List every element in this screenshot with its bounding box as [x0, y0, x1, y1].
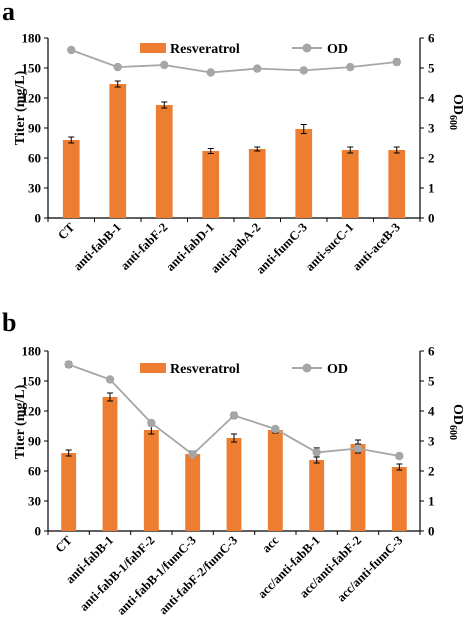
panel-b-y2-tick-label: 5 — [428, 374, 435, 389]
panel-b-od-point — [353, 444, 363, 453]
panel-a-y-tick-label: 60 — [28, 151, 41, 166]
panel-b-y2-tick-label: 2 — [428, 464, 435, 479]
panel-b-y2-tick-label: 4 — [428, 404, 435, 419]
panel-a-od-point — [67, 45, 76, 55]
panel-b-bar — [267, 430, 283, 531]
panel-b-od-point — [271, 424, 280, 434]
panel-a-category-label: CT — [55, 220, 78, 243]
panel-a-y-axis-title: Titer (mg/L) — [13, 70, 28, 145]
panel-a-bar — [202, 151, 220, 218]
panel-b-bar — [185, 454, 201, 531]
panel-a-od-point — [392, 57, 401, 67]
panel-a-category-label: anti-fabB-1 — [71, 220, 124, 273]
panel-a-od-point — [346, 62, 355, 72]
panel-b-bar — [350, 444, 366, 531]
panel-b-od-point — [188, 450, 197, 459]
panel-a-y-tick-label: 180 — [22, 31, 42, 46]
panel-a-od-line — [70, 49, 397, 74]
panel-b-y-tick-label: 180 — [22, 344, 42, 359]
panel-b-od-point — [395, 451, 404, 461]
panel-b-bar — [102, 397, 118, 531]
panel-a-category-label: anti-sucC-1 — [303, 220, 357, 274]
panel-b: b Titer (mg/L) OD600 Resveratrol OD 0306… — [2, 308, 465, 618]
panel-b-y-tick-label: 90 — [28, 434, 41, 449]
panel-b-category-label: CT — [53, 533, 76, 556]
panel-a-y-tick-label: 150 — [22, 61, 42, 76]
panel-b-od-point — [147, 418, 156, 428]
panel-a: a Titer (mg/L) OD600 Resveratrol OD 0306… — [2, 0, 465, 277]
panel-b-y-tick-label: 150 — [22, 374, 42, 389]
panel-a-bar — [295, 129, 313, 218]
panel-a-legend-resveratrol: Resveratrol — [170, 42, 240, 57]
panel-b-y-axis-title: Titer (mg/L) — [13, 384, 28, 459]
panel-a-od-point — [113, 62, 122, 72]
panel-b-bar — [61, 453, 77, 531]
panel-a-letter: a — [2, 0, 15, 26]
panel-b-category-label: anti-fabB-1/fumC-3 — [114, 533, 199, 618]
panel-a-category-label: anti-fabF-2 — [118, 220, 171, 273]
panel-b-y2-sub: 600 — [447, 425, 458, 440]
panel-a-y-tick-label: 90 — [28, 121, 41, 136]
panel-b-category-label: acc — [259, 533, 281, 555]
panel-b-y2-tick-label: 0 — [428, 524, 435, 539]
panel-a-legend-bar-swatch — [140, 43, 166, 53]
panel-a-y2-tick-label: 0 — [428, 211, 435, 226]
panel-b-y-tick-label: 30 — [28, 494, 41, 509]
panel-a-bar — [341, 150, 359, 218]
panel-a-y2-tick-label: 3 — [428, 121, 435, 136]
panel-a-od-point — [160, 60, 169, 70]
panel-a-y2-sub: 600 — [447, 115, 458, 130]
panel-a-bar — [155, 105, 173, 218]
panel-a-legend-marker — [302, 43, 312, 53]
panel-a-bar — [388, 150, 406, 218]
panel-a-od-point — [299, 66, 308, 75]
panel-b-y2-axis-title: OD600 — [447, 404, 465, 440]
panel-a-y-tick-label: 30 — [28, 181, 41, 196]
panel-b-legend-bar-swatch — [140, 363, 166, 373]
panel-b-legend-resveratrol: Resveratrol — [170, 362, 240, 377]
panel-a-y2-tick-label: 5 — [428, 61, 435, 76]
panel-a-y2-tick-label: 1 — [428, 181, 435, 196]
panel-b-bar — [226, 438, 242, 531]
panel-b-y-tick-label: 60 — [28, 464, 41, 479]
panel-a-bar — [62, 140, 80, 218]
panel-a-od-point — [206, 68, 215, 77]
panel-a-y2-tick-label: 4 — [428, 91, 435, 106]
panel-a-y-tick-label: 120 — [22, 91, 42, 106]
panel-b-od-point — [312, 448, 321, 457]
panel-b-od-point — [64, 360, 73, 369]
panel-b-y2-tick-label: 3 — [428, 434, 435, 449]
panel-b-category-label: anti-fabF-2/fumC-3 — [156, 533, 240, 617]
panel-b-od-point — [229, 411, 239, 420]
panel-a-plot-area: 03060901201501800123456CTanti-fabB-1anti… — [22, 31, 436, 277]
panel-a-od-point — [253, 64, 262, 73]
panel-b-y2-tick-label: 6 — [428, 344, 435, 359]
panel-b-category-label: anti-fabB-1/fabF-2 — [77, 533, 158, 614]
panel-b-legend-marker — [302, 363, 312, 373]
panel-b-letter: b — [2, 308, 16, 337]
panel-b-y-tick-label: 120 — [22, 404, 42, 419]
panel-b-plot-area: 03060901201501800123456CTanti-fabB-1anti… — [22, 344, 436, 618]
panel-a-bar — [248, 149, 266, 218]
panel-a-y2-axis-title: OD600 — [447, 94, 465, 130]
panel-b-y-tick-label: 0 — [35, 524, 42, 539]
panel-a-y2-tick-label: 2 — [428, 151, 435, 166]
panel-a-y2-tick-label: 6 — [428, 31, 435, 46]
panel-b-y2-tick-label: 1 — [428, 494, 435, 509]
panel-b-y2-label: OD — [450, 404, 465, 425]
panel-b-bar — [391, 467, 407, 531]
panel-a-bar — [109, 84, 127, 218]
panel-b-od-point — [105, 375, 115, 384]
panel-b-bar — [309, 460, 325, 531]
panel-a-legend-od: OD — [327, 42, 348, 57]
panel-a-y2-label: OD — [450, 94, 465, 115]
panel-b-bar — [143, 430, 159, 531]
panel-b-legend-od: OD — [327, 362, 348, 377]
panel-a-y-tick-label: 0 — [35, 211, 42, 226]
panel-a-category-label: anti-aceB-3 — [350, 220, 403, 273]
